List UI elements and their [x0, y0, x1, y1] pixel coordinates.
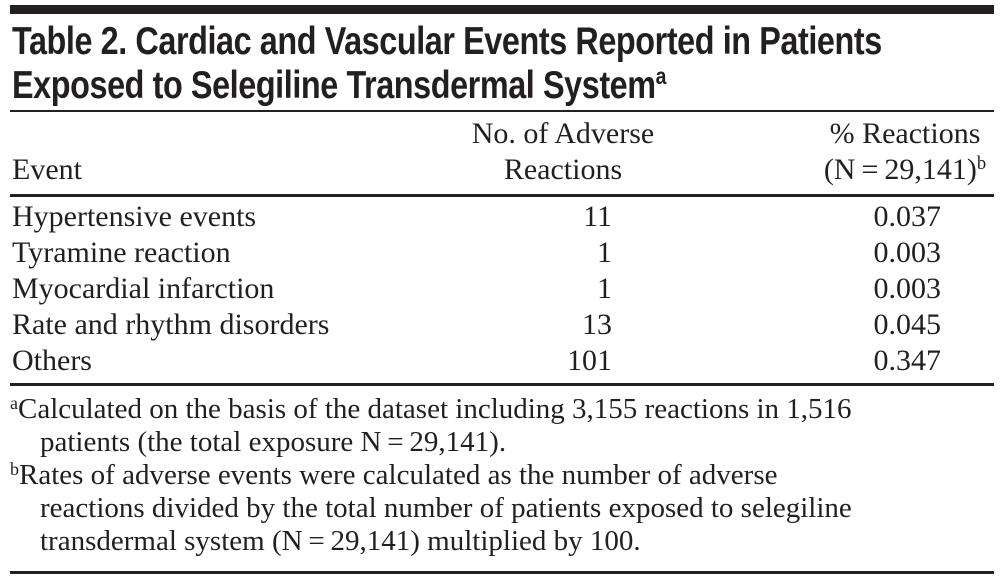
event-cell: Hypertensive events: [12, 200, 257, 233]
pct-cell: 0.003: [873, 236, 942, 269]
event-cell: Myocardial infarction: [12, 272, 275, 305]
bottom-rule: [10, 571, 994, 574]
column-header-pct-line1: % Reactions: [829, 117, 981, 150]
table-row: Hypertensive events 11 0.037: [10, 199, 994, 235]
event-cell: Tyramine reaction: [12, 236, 231, 269]
pct-cell: 0.347: [873, 344, 942, 377]
title-footnote-marker: a: [655, 63, 667, 89]
reactions-count-cell: 1: [597, 236, 612, 269]
footnote-a: aCalculated on the basis of the dataset …: [10, 393, 994, 459]
table-header-row: Event No. of Adverse Reactions % Reactio…: [10, 112, 994, 194]
footnotes-section: aCalculated on the basis of the dataset …: [10, 386, 994, 571]
pct-cell: 0.045: [873, 308, 942, 341]
footnote-a-text: Calculated on the basis of the dataset i…: [17, 393, 852, 458]
reactions-count-cell: 13: [582, 308, 612, 341]
footnote-rule: [10, 383, 994, 386]
table-title-text: Table 2. Cardiac and Vascular Events Rep…: [12, 20, 882, 107]
column-header-reactions: No. of Adverse Reactions: [471, 117, 655, 186]
column-header-pct: % Reactions (N = 29,141)b: [686, 116, 994, 188]
event-cell: Rate and rhythm disorders: [12, 308, 330, 341]
table-row: Others 101 0.347: [10, 343, 994, 379]
reactions-count-cell: 1: [597, 272, 612, 305]
pct-cell: 0.037: [873, 200, 942, 233]
footnote-b-text: Rates of adverse events were calculated …: [18, 459, 852, 557]
table-row: Tyramine reaction 1 0.003: [10, 235, 994, 271]
column-header-event: Event: [12, 153, 82, 186]
top-bar: [10, 5, 994, 14]
footnote-b-marker: b: [10, 459, 19, 479]
column-header-pct-line2: (N = 29,141)b: [823, 153, 987, 186]
pct-cell: 0.003: [873, 272, 942, 305]
header-rule: [10, 194, 994, 197]
pct-footnote-marker: b: [976, 153, 987, 174]
table-body: Hypertensive events 11 0.037 Tyramine re…: [10, 197, 994, 383]
event-cell: Others: [12, 344, 92, 377]
table-title: Table 2. Cardiac and Vascular Events Rep…: [12, 20, 882, 108]
reactions-count-cell: 11: [583, 200, 612, 233]
reactions-count-cell: 101: [567, 344, 612, 377]
footnote-a-marker: a: [10, 393, 18, 413]
table-row: Rate and rhythm disorders 13 0.045: [10, 307, 994, 343]
title-rule: [10, 110, 994, 112]
table-row: Myocardial infarction 1 0.003: [10, 271, 994, 307]
footnote-b: bRates of adverse events were calculated…: [10, 459, 994, 558]
